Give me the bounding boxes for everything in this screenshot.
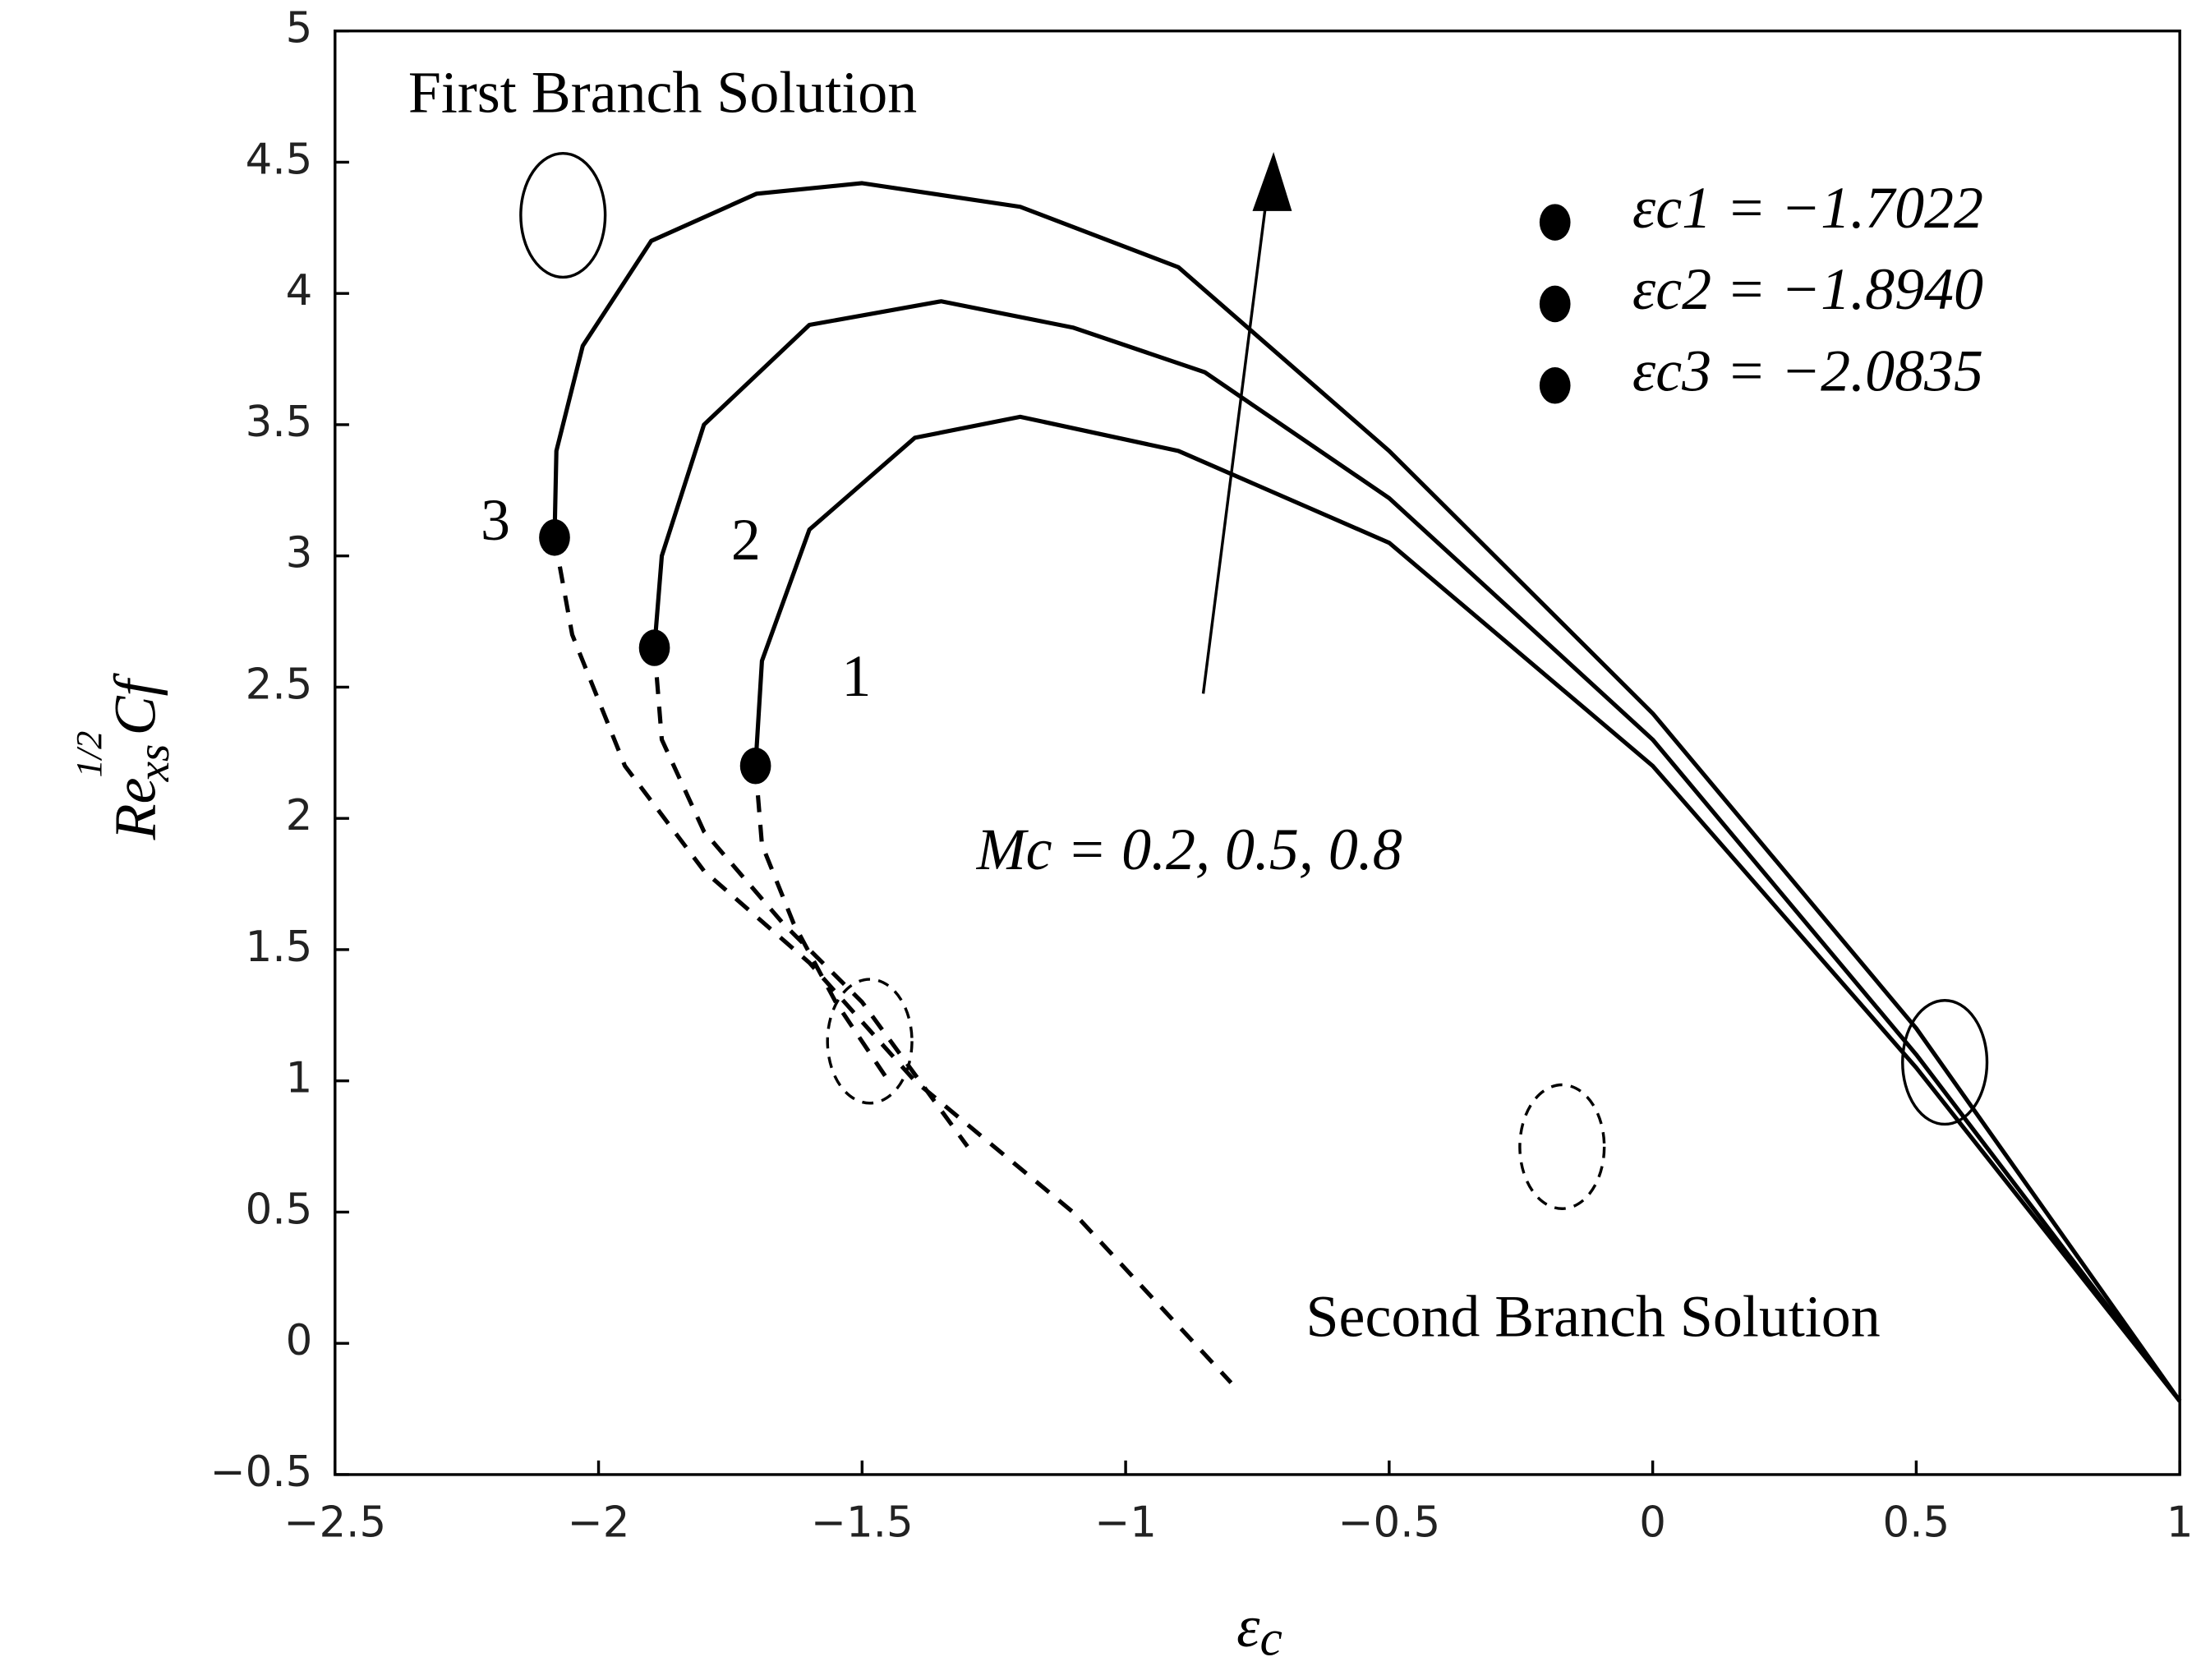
legend-marker xyxy=(1539,367,1571,404)
y-tick-label: 3 xyxy=(286,529,313,578)
series-line xyxy=(552,536,1233,1384)
ellipse xyxy=(826,978,914,1105)
y-tick-label: 4.5 xyxy=(246,135,313,184)
y-tick-label: 4 xyxy=(286,266,313,315)
plot-frame xyxy=(334,29,2181,1476)
y-tick-label: 5 xyxy=(286,4,313,53)
y-label-part: 1/2 xyxy=(68,731,109,778)
critical-point xyxy=(739,748,771,785)
x-tick-label: −0.5 xyxy=(1338,1498,1440,1548)
annotation: 3 xyxy=(481,487,510,553)
ellipse xyxy=(1518,1083,1606,1210)
series-line xyxy=(552,181,2182,1402)
annotation: Mc = 0.2, 0.5, 0.8 xyxy=(976,817,1402,882)
x-tick-label: −1.5 xyxy=(811,1498,914,1548)
y-tick-label: 0.5 xyxy=(246,1185,313,1234)
x-tick-label: 0 xyxy=(1639,1498,1666,1548)
series-line xyxy=(652,299,2182,1403)
y-label-part: Re xyxy=(102,778,168,841)
y-label-part: xs xyxy=(128,744,178,783)
arrow xyxy=(1201,175,1271,694)
annotation: 1 xyxy=(841,643,871,709)
series-line xyxy=(753,414,2182,1403)
x-tick-label: 1 xyxy=(2166,1498,2194,1548)
arrow-head xyxy=(1252,151,1292,211)
y-tick-label: 0 xyxy=(286,1316,313,1365)
series-line xyxy=(753,766,891,1083)
y-tick-label: −0.5 xyxy=(210,1448,313,1497)
y-tick-label: 1.5 xyxy=(246,923,313,972)
series-line xyxy=(652,647,969,1148)
annotation: Second Branch Solution xyxy=(1306,1283,1881,1349)
ellipse xyxy=(519,151,607,279)
critical-point xyxy=(539,519,570,556)
x-tick-label: −1 xyxy=(1094,1498,1157,1548)
annotation: First Branch Solution xyxy=(408,59,917,125)
legend-marker xyxy=(1539,285,1571,323)
annotation: 2 xyxy=(731,507,761,573)
y-tick-label: 3.5 xyxy=(246,398,313,447)
legend-label: εc2 = −1.8940 xyxy=(1632,256,1983,322)
legend-label: εc3 = −2.0835 xyxy=(1632,338,1983,404)
x-axis-label: εc xyxy=(1236,1593,1282,1666)
y-tick-label: 2.5 xyxy=(246,660,313,709)
ellipse xyxy=(1901,999,1989,1126)
y-tick-label: 2 xyxy=(286,791,313,840)
legend-label: εc1 = −1.7022 xyxy=(1632,175,1983,241)
critical-point xyxy=(638,629,670,666)
x-tick-label: −2.5 xyxy=(283,1498,386,1548)
x-tick-label: −2 xyxy=(568,1498,630,1548)
x-label-part: ε xyxy=(1236,1593,1260,1659)
y-tick-label: 1 xyxy=(286,1054,313,1103)
legend-marker xyxy=(1539,204,1571,241)
y-label-part: Cf xyxy=(102,672,168,735)
y-axis-label: Re1/2 xs Cf xyxy=(68,672,177,840)
x-tick-label: 0.5 xyxy=(1883,1498,1950,1548)
x-label-part: c xyxy=(1260,1611,1282,1667)
